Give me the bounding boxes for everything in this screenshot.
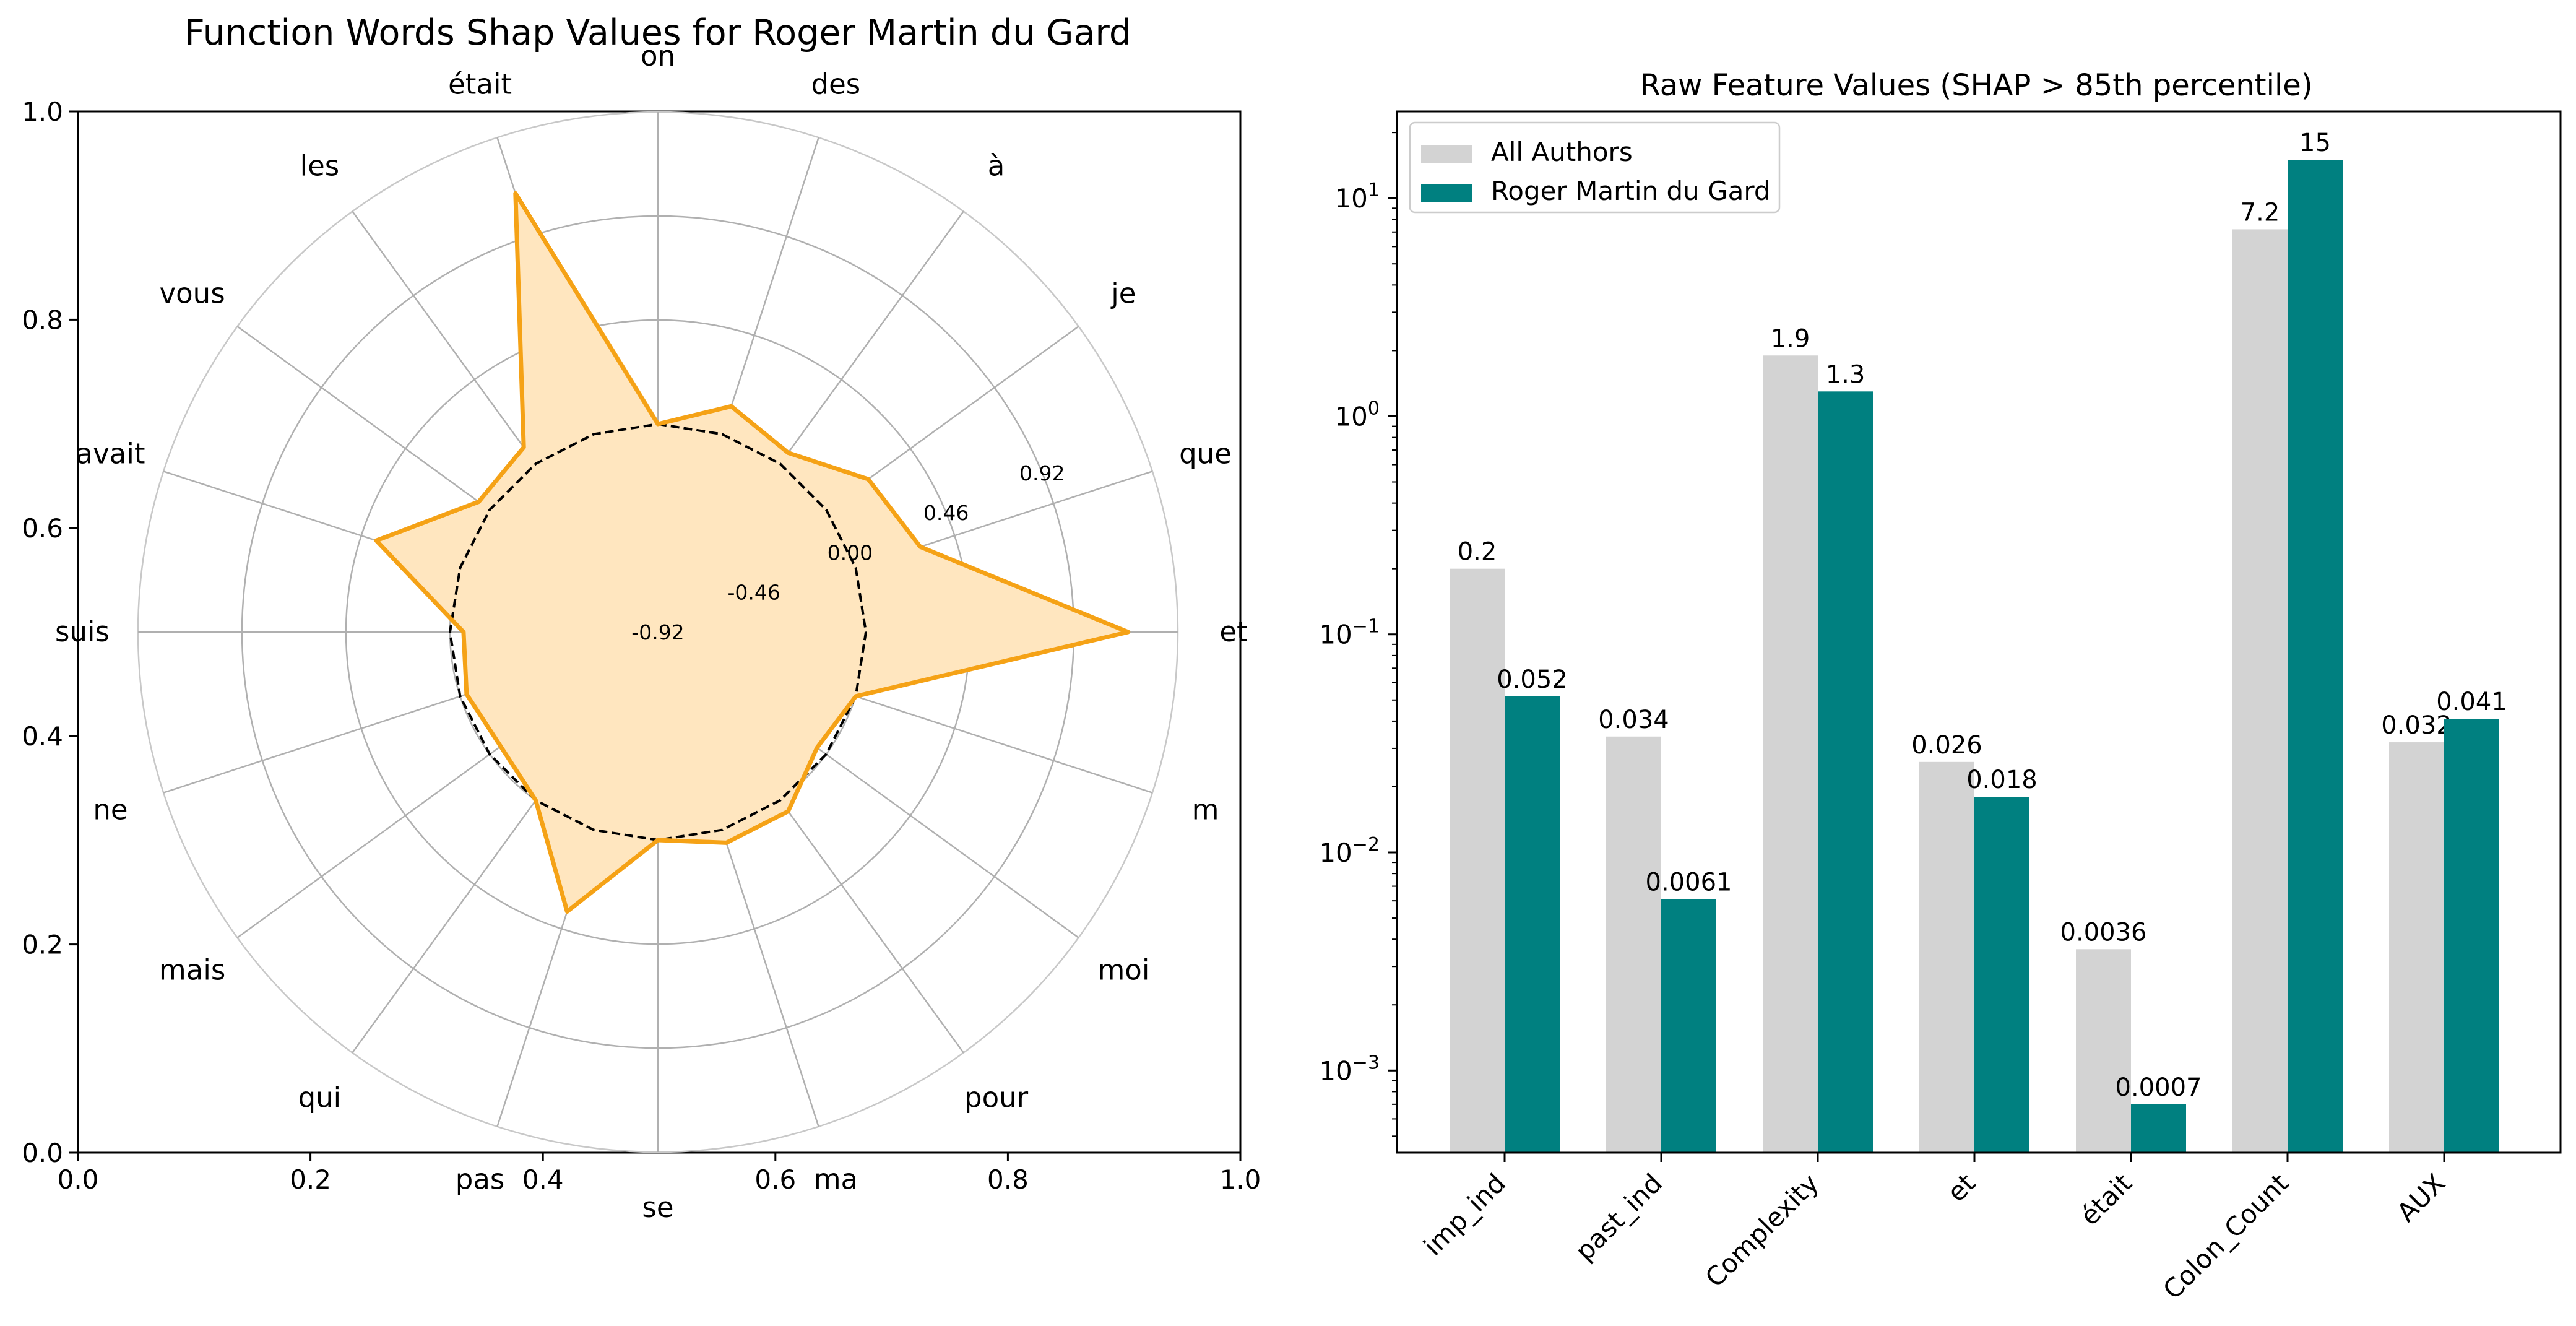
radar-axis-label: pas [456, 1163, 505, 1196]
radar-axis-label: et [1219, 615, 1247, 648]
bar-bars: 0.2 0.052 0.034 0.0061 1.9 1.3 0.026 0.018 0.003… [1450, 129, 2507, 1153]
bar-value-label: 0.052 [1497, 665, 1568, 694]
radar-axis-label: pour [964, 1081, 1029, 1114]
bar-value-label: 0.0036 [2060, 918, 2147, 947]
radar-radial-tick-label: -0.92 [631, 620, 684, 644]
radar-frame-ytick-label: 0.8 [22, 305, 63, 335]
radar-axis-label: mais [159, 954, 225, 987]
radar-axis-label: m [1192, 793, 1219, 826]
radar-frame-xtick-label: 0.8 [987, 1164, 1029, 1195]
radar-frame-xtick-label: 1.0 [1220, 1164, 1261, 1195]
bar-value-label: 1.9 [1771, 324, 1810, 353]
radar-title: Function Words Shap Values for Roger Mar… [184, 12, 1131, 53]
radar-radial-tick-label: 0.46 [923, 501, 969, 525]
radar-axis-label: des [811, 68, 861, 101]
radar-frame-xtick-label: 0.4 [522, 1164, 564, 1195]
bar-y-axis: 10−3 10−2 10−1 100 101 [1319, 132, 1397, 1137]
radar-frame-xtick-label: 0.2 [290, 1164, 331, 1195]
bar-frame [1396, 110, 2562, 1154]
bar-author [1974, 797, 2029, 1153]
bar-value-label: 0.026 [1911, 731, 1982, 760]
radar-axis-label: était [448, 68, 512, 101]
bar-author [2288, 160, 2343, 1153]
bar-value-label: 0.041 [2436, 688, 2507, 716]
radar-axis-label: ma [814, 1163, 858, 1196]
legend-swatch [1421, 145, 1472, 163]
bar-ytick-label: 10−2 [1319, 834, 1380, 868]
radar-area [376, 193, 1128, 912]
bar-all-authors [1606, 736, 1661, 1153]
bar-ytick-label: 100 [1334, 397, 1380, 431]
bar-ytick-label: 10−3 [1319, 1052, 1380, 1086]
radar-frame-ticks: 0.0 0.2 0.4 0.6 0.8 1.0 0.0 0.2 0.4 0.6 0.8 1.0 [22, 97, 1261, 1195]
radar-axis-labels: on des à je que et m moi pour ma se pas qui mais ne sui… [55, 40, 1248, 1224]
radar-frame-ytick-label: 1.0 [22, 97, 63, 127]
legend-swatch [1421, 184, 1472, 202]
bar-all-authors [1763, 355, 1818, 1153]
radar-radial-tick-labels: -0.92 -0.46 0.00 0.46 0.92 [631, 461, 1065, 644]
radar-frame-ytick-label: 0.2 [22, 930, 63, 960]
bar-author [2131, 1104, 2186, 1153]
bar-value-label: 15 [2299, 129, 2331, 157]
radar-frame-ytick-label: 0.6 [22, 513, 63, 544]
bar-author [1818, 391, 1873, 1153]
bar-legend: All Authors Roger Martin du Gard [1409, 121, 1781, 214]
radar-frame-xtick-label: 0.0 [58, 1164, 99, 1195]
radar-radial-tick-label: 0.92 [1019, 461, 1065, 485]
bar-value-label: 0.2 [1458, 538, 1497, 566]
radar-axis-label: ne [93, 793, 128, 826]
radar-axis-label: on [641, 40, 675, 72]
bar-value-label: 1.3 [1826, 360, 1865, 389]
bar-all-authors [2076, 949, 2131, 1153]
bar-all-authors [1450, 568, 1505, 1153]
radar-series-line [374, 191, 1131, 914]
bar-all-authors [2232, 229, 2288, 1153]
radar-radial-tick-label: 0.00 [828, 540, 873, 565]
radar-axis-label: à [988, 150, 1005, 183]
radar-axis-label: je [1110, 277, 1136, 310]
bar-author [1505, 696, 1560, 1153]
radar-axis-label: que [1179, 438, 1232, 470]
bar-value-label: 7.2 [2241, 198, 2280, 227]
radar-axis-label: suis [55, 615, 110, 648]
radar-frame-ytick-label: 0.0 [22, 1138, 63, 1168]
radar-chart: Function Words Shap Values for Roger Mar… [22, 12, 1261, 1224]
radar-frame-xtick-label: 0.6 [754, 1164, 796, 1195]
bar-ytick-label: 10−1 [1319, 616, 1380, 650]
legend-label: All Authors [1491, 137, 1633, 167]
radar-axis-label: vous [160, 277, 225, 310]
legend-box [1409, 121, 1781, 214]
bar-value-label: 0.032 [2381, 711, 2452, 740]
bar-title: Raw Feature Values (SHAP > 85th percenti… [1640, 68, 2312, 103]
bar-value-label: 0.0007 [2116, 1073, 2202, 1102]
bar-author [2444, 719, 2499, 1153]
radar-axis-label: moi [1097, 954, 1149, 987]
radar-radial-tick-label: -0.46 [728, 581, 780, 605]
radar-axis-label: se [642, 1191, 673, 1224]
bar-author [1661, 899, 1716, 1153]
bar-value-label: 0.034 [1598, 706, 1669, 734]
bar-all-authors [1919, 761, 1974, 1153]
bar-value-label: 0.018 [1966, 766, 2038, 794]
bar-all-authors [2389, 742, 2444, 1153]
bar-ytick-label: 101 [1334, 180, 1380, 214]
radar-series [374, 191, 1131, 914]
radar-frame-ytick-label: 0.4 [22, 721, 63, 752]
radar-axis-label: qui [298, 1081, 342, 1114]
legend-label: Roger Martin du Gard [1491, 176, 1771, 206]
radar-axis-label: les [300, 150, 340, 183]
radar-axis-label: avait [76, 438, 145, 470]
bar-value-label: 0.0061 [1646, 869, 1732, 897]
